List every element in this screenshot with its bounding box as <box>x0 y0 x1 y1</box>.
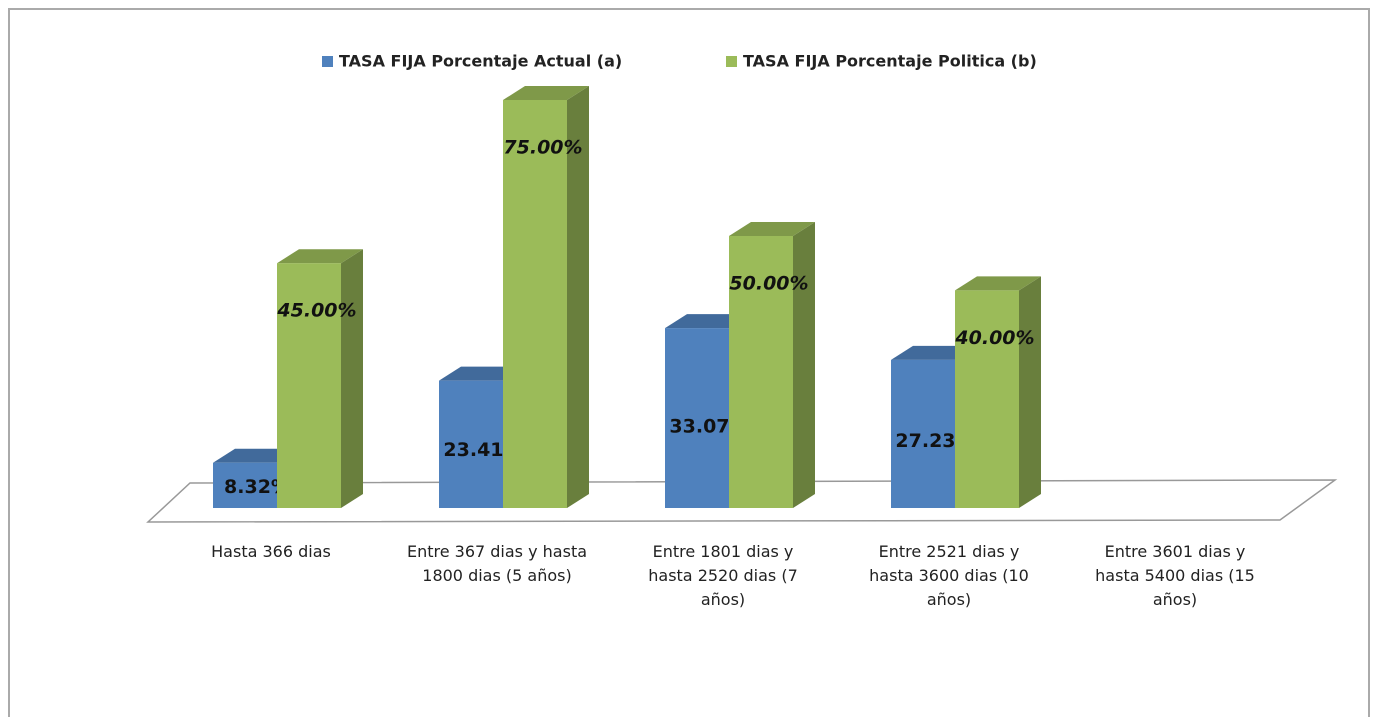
bar-top <box>955 276 1041 291</box>
bar <box>439 380 503 508</box>
bar-top <box>729 222 815 236</box>
bar <box>503 100 567 508</box>
legend-swatch <box>322 56 333 67</box>
x-tick-label: Entre 2521 dias y hasta 3600 dias (10 añ… <box>869 542 1029 609</box>
legend-swatch <box>726 56 737 67</box>
chart-frame <box>8 8 1370 717</box>
bar <box>213 462 277 508</box>
data-label: 50.00% <box>729 273 808 295</box>
x-tick-label: Entre 3601 dias y hasta 5400 dias (15 añ… <box>1095 542 1255 609</box>
data-label: 8.32% <box>224 476 290 498</box>
data-label: 75.00% <box>503 137 582 159</box>
x-tick-label: Entre 367 dias y hasta 1800 dias (5 años… <box>406 542 588 585</box>
bar-top <box>503 86 589 100</box>
bar <box>665 328 729 508</box>
data-label: 45.00% <box>276 300 356 322</box>
bar <box>955 290 1019 508</box>
bar-top <box>277 249 363 264</box>
legend-label: TASA FIJA Porcentaje Politica (b) <box>743 52 1037 71</box>
legend-label: TASA FIJA Porcentaje Actual (a) <box>339 52 622 71</box>
bar <box>729 236 793 508</box>
data-label: 40.00% <box>954 327 1034 349</box>
bar-side <box>793 222 815 508</box>
data-label: 33.07% <box>669 416 748 438</box>
data-label: 27.23% <box>895 430 974 452</box>
bar-side <box>567 86 589 508</box>
x-tick-label: Hasta 366 dias <box>211 542 331 561</box>
bar-side <box>1019 276 1041 508</box>
bar <box>277 263 341 508</box>
x-tick-label: Entre 1801 dias y hasta 2520 dias (7 año… <box>648 542 798 609</box>
bar-side <box>341 249 363 508</box>
bar <box>891 359 955 508</box>
data-label: 23.41% <box>443 439 522 461</box>
